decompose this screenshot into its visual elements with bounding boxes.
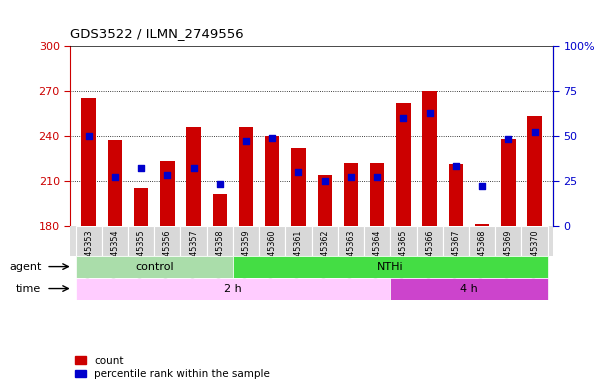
- Bar: [108, 141, 122, 226]
- Bar: [469, 226, 496, 256]
- Text: GSM345365: GSM345365: [399, 229, 408, 278]
- Bar: [285, 226, 312, 256]
- Point: [241, 138, 251, 144]
- Text: NTHi: NTHi: [377, 262, 404, 271]
- Text: GSM345369: GSM345369: [504, 229, 513, 278]
- Bar: [259, 226, 285, 256]
- Bar: [180, 226, 207, 256]
- Bar: [239, 127, 253, 226]
- Bar: [233, 256, 547, 278]
- Text: time: time: [16, 283, 42, 293]
- Text: GSM345366: GSM345366: [425, 229, 434, 278]
- Point: [425, 109, 434, 116]
- Text: GDS3522 / ILMN_2749556: GDS3522 / ILMN_2749556: [70, 27, 244, 40]
- Text: 4 h: 4 h: [460, 283, 478, 293]
- Bar: [501, 139, 516, 226]
- Point: [320, 178, 329, 184]
- Text: GSM345357: GSM345357: [189, 229, 198, 278]
- Text: GSM345367: GSM345367: [452, 229, 461, 278]
- Text: GSM345359: GSM345359: [241, 229, 251, 278]
- Bar: [154, 226, 180, 256]
- Bar: [417, 226, 443, 256]
- Bar: [265, 136, 279, 226]
- Bar: [370, 163, 384, 226]
- Bar: [448, 164, 463, 226]
- Point: [477, 183, 487, 189]
- Text: GSM345370: GSM345370: [530, 229, 539, 278]
- Bar: [233, 226, 259, 256]
- Bar: [207, 226, 233, 256]
- Text: 2 h: 2 h: [224, 283, 242, 293]
- Text: GSM345358: GSM345358: [215, 229, 224, 278]
- Text: control: control: [135, 262, 174, 271]
- Bar: [76, 278, 390, 300]
- Bar: [422, 91, 437, 226]
- Bar: [475, 224, 489, 226]
- Text: agent: agent: [9, 262, 42, 271]
- Bar: [291, 148, 306, 226]
- Bar: [312, 226, 338, 256]
- Bar: [496, 226, 521, 256]
- Bar: [344, 163, 358, 226]
- Bar: [186, 127, 201, 226]
- Point: [346, 174, 356, 180]
- Bar: [128, 226, 154, 256]
- Bar: [76, 256, 233, 278]
- Bar: [364, 226, 390, 256]
- Legend: count, percentile rank within the sample: count, percentile rank within the sample: [76, 356, 270, 379]
- Bar: [443, 226, 469, 256]
- Bar: [134, 188, 148, 226]
- Point: [268, 135, 277, 141]
- Bar: [102, 226, 128, 256]
- Text: GSM345362: GSM345362: [320, 229, 329, 278]
- Text: GSM345356: GSM345356: [163, 229, 172, 278]
- Bar: [390, 278, 547, 300]
- Bar: [390, 226, 417, 256]
- Text: GSM345368: GSM345368: [478, 229, 486, 278]
- Bar: [81, 98, 96, 226]
- Text: GSM345353: GSM345353: [84, 229, 93, 278]
- Text: GSM345354: GSM345354: [111, 229, 119, 278]
- Bar: [527, 116, 542, 226]
- Point: [530, 129, 540, 136]
- Point: [372, 174, 382, 180]
- Bar: [396, 103, 411, 226]
- Point: [398, 115, 408, 121]
- Point: [215, 181, 225, 187]
- Text: GSM345364: GSM345364: [373, 229, 382, 278]
- Point: [84, 133, 93, 139]
- Text: GSM345360: GSM345360: [268, 229, 277, 278]
- Bar: [521, 226, 547, 256]
- Bar: [338, 226, 364, 256]
- Text: GSM345355: GSM345355: [137, 229, 145, 278]
- Text: GSM345363: GSM345363: [346, 229, 356, 278]
- Point: [189, 165, 199, 171]
- Bar: [213, 194, 227, 226]
- Text: GSM345361: GSM345361: [294, 229, 303, 278]
- Point: [294, 169, 304, 175]
- Bar: [160, 161, 175, 226]
- Bar: [76, 226, 102, 256]
- Point: [136, 165, 146, 171]
- Point: [451, 163, 461, 169]
- Point: [163, 172, 172, 179]
- Point: [110, 174, 120, 180]
- Point: [503, 136, 513, 142]
- Bar: [318, 175, 332, 226]
